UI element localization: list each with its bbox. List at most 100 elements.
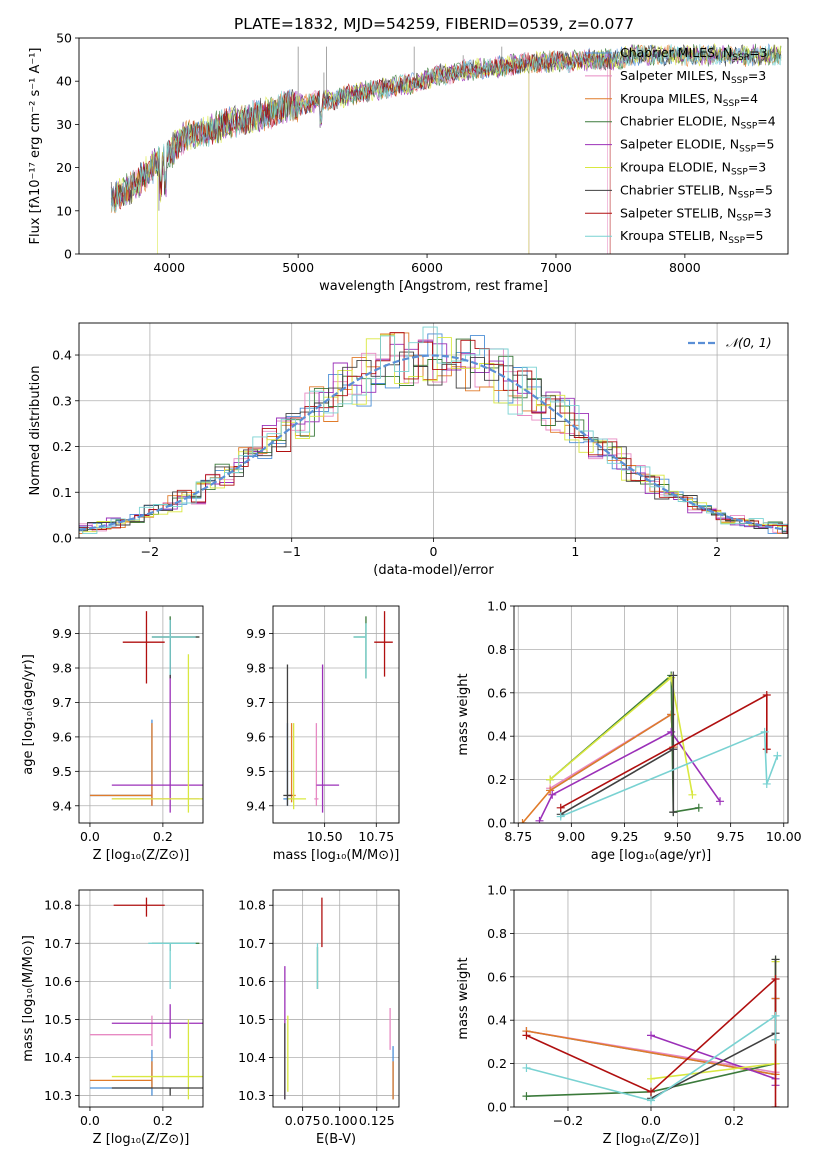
errorbar-point (113, 897, 165, 917)
y-tick-label: 0.2 (52, 439, 72, 454)
y-axis-label: Flux [fλ10⁻¹⁷ erg cm⁻² s⁻¹ A⁻¹] (28, 48, 43, 245)
legend-label: Chabrier MILES, NSSP=3 (620, 45, 768, 63)
y-tick-label: 10.6 (238, 974, 266, 989)
errorbar-point (353, 616, 367, 679)
errorbar-point (89, 723, 153, 806)
y-tick-label: 10.7 (44, 936, 72, 951)
weight-marker (647, 1096, 655, 1105)
x-tick-label: 0.125 (359, 1113, 395, 1128)
y-tick-label: 20 (56, 160, 72, 175)
x-axis-label: age [log₁₀(age/yr)] (591, 848, 712, 863)
legend-label: Chabrier ELODIE, NSSP=4 (620, 114, 776, 132)
legend-label-main: Salpeter ELODIE, N (620, 137, 739, 152)
errorbar-point (89, 1049, 153, 1096)
spectrum-lines (110, 42, 782, 254)
y-tick-label: 9.7 (246, 695, 266, 710)
figure-title: PLATE=1832, MJD=54259, FIBERID=0539, z=0… (234, 15, 634, 33)
legend-label: Salpeter STELIB, NSSP=3 (620, 205, 772, 223)
panel-mass_vs_Z: 0.0 0.2 10.3 10.4 10.5 10.6 10.7 10.8 Z [log₁₀(Z… (21, 889, 204, 1147)
weight-marker (688, 790, 697, 799)
legend-label: Kroupa MILES, NSSP=4 (620, 91, 758, 109)
errorbars (284, 897, 394, 1100)
x-axis-label: E(B-V) (316, 1132, 356, 1147)
y-tick-label: 0.8 (487, 926, 507, 941)
y-tick-label: 50 (56, 31, 72, 46)
x-axis-label: Z [log₁₀(Z/Z⊙)] (603, 1132, 700, 1147)
x-tick-label: 0.2 (153, 829, 173, 844)
y-tick-label: 10.5 (238, 1012, 266, 1027)
y-tick-label: 10.6 (44, 974, 72, 989)
weight-marker (694, 803, 703, 812)
y-tick-label: 0.8 (487, 642, 507, 657)
weight-marker (546, 786, 555, 795)
x-tick-label: 1 (571, 544, 579, 559)
spectrum-series-1 (111, 49, 608, 254)
errorbar-point (287, 723, 296, 803)
y-tick-label: 0.0 (487, 1100, 507, 1115)
axes-frame (272, 605, 400, 824)
errorbar-point (151, 942, 200, 951)
weight-marker (669, 671, 678, 680)
y-tick-label: 9.6 (52, 729, 72, 744)
x-tick-label: 0.2 (153, 1113, 173, 1128)
y-tick-label: 10.3 (44, 1088, 72, 1103)
y-tick-label: 0.4 (487, 729, 507, 744)
panel-residuals: −2 −1 0 1 2 0.0 0.1 0.2 0.3 0.4 (data-model)/error… (28, 322, 789, 578)
y-axis-label: Normed distribution (28, 366, 43, 496)
x-tick-label: 4000 (153, 260, 185, 275)
x-tick-label: 0 (430, 544, 438, 559)
y-tick-label: 0.1 (52, 485, 72, 500)
legend-label-suffix: =5 (745, 228, 763, 243)
legend-label-main: Salpeter MILES, N (620, 68, 731, 83)
errorbars (89, 897, 203, 1100)
legend-label-sub: SSP (732, 53, 749, 63)
weight-marker (771, 1103, 780, 1107)
legend-label-sub: SSP (738, 190, 755, 200)
weight-marker (771, 955, 780, 964)
errorbars (89, 611, 203, 813)
errorbar-point (283, 664, 292, 806)
spectrum-series-7 (110, 49, 611, 254)
x-tick-label: 10.75 (358, 829, 394, 844)
legend-label-sub: SSP (731, 168, 748, 178)
y-tick-label: 0.0 (487, 816, 507, 831)
x-tick-label: 6000 (411, 260, 443, 275)
legend-label-suffix: =3 (749, 45, 767, 60)
legend-label-suffix: =4 (740, 91, 758, 106)
weight-marker (669, 808, 678, 817)
y-tick-label: 10.7 (238, 936, 266, 951)
weight-marker (556, 812, 565, 821)
x-tick-label: 9.00 (557, 829, 585, 844)
weight-marker (771, 1011, 780, 1020)
x-tick-label: 9.50 (664, 829, 692, 844)
legend-label: 𝒩(0, 1) (726, 335, 772, 350)
weight-lines (522, 955, 780, 1107)
legend-label-suffix: =3 (748, 68, 766, 83)
legend-label-main: Chabrier ELODIE, N (620, 114, 740, 129)
weight-lines (518, 671, 782, 823)
legend-label-sub: SSP (728, 236, 745, 246)
weight-marker (647, 1031, 655, 1040)
y-axis-label: age [log₁₀(age/yr)] (21, 654, 36, 775)
axes-frame (513, 889, 789, 1108)
y-tick-label: 10.8 (238, 898, 266, 913)
x-axis-label: Z [log₁₀(Z/Z⊙)] (93, 848, 190, 863)
y-tick-label: 40 (56, 74, 72, 89)
gaussian-curve (79, 354, 786, 532)
errorbar-point (111, 664, 203, 813)
weight-marker (522, 1092, 531, 1101)
legend-label-suffix: =3 (748, 160, 766, 175)
y-axis-label: mass weight (456, 673, 471, 755)
y-tick-label: 9.5 (246, 764, 266, 779)
legend-label-sub: SSP (739, 145, 756, 155)
x-axis-label: mass [log₁₀(M/M⊙)] (273, 848, 400, 863)
errorbar-point (316, 664, 340, 813)
y-tick-label: 10 (56, 203, 72, 218)
errorbar-point (111, 1004, 203, 1039)
x-tick-label: 8.75 (504, 829, 532, 844)
weight-series-7 (560, 693, 768, 809)
legend-label-sub: SSP (740, 122, 757, 132)
axes-frame (78, 37, 789, 255)
weight-marker (647, 1087, 655, 1096)
